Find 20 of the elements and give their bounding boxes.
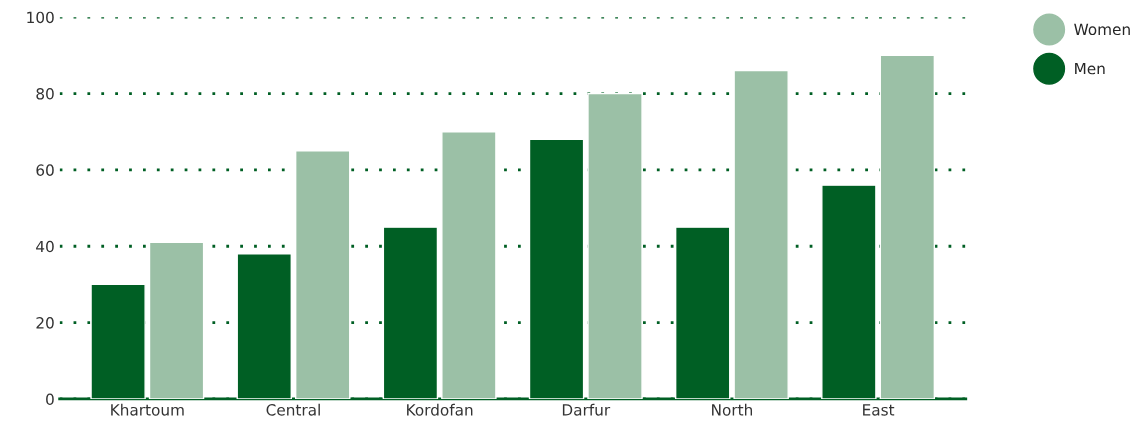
bar bbox=[441, 131, 497, 399]
y-tick-label: 40 bbox=[36, 240, 54, 253]
legend-label: Men bbox=[1075, 62, 1105, 75]
x-tick-label: Darfur bbox=[562, 403, 611, 416]
x-tick-label: Central bbox=[266, 403, 320, 416]
y-tick-label: 80 bbox=[36, 87, 54, 100]
bar bbox=[879, 54, 936, 399]
x-tick-label: Khartoum bbox=[111, 403, 184, 416]
y-tick-label: 0 bbox=[46, 393, 54, 405]
legend-label: Women bbox=[1074, 23, 1130, 36]
bar bbox=[587, 92, 643, 399]
bar bbox=[733, 69, 789, 399]
bar bbox=[294, 150, 351, 399]
x-tick-label: East bbox=[863, 404, 895, 416]
y-tick-label: 100 bbox=[27, 11, 54, 24]
x-tick-label: Kordofan bbox=[407, 403, 473, 416]
bar bbox=[148, 241, 205, 399]
y-tick-label: 20 bbox=[36, 317, 54, 329]
y-tick-label: 60 bbox=[36, 164, 54, 176]
x-tick-label: North bbox=[712, 403, 752, 416]
